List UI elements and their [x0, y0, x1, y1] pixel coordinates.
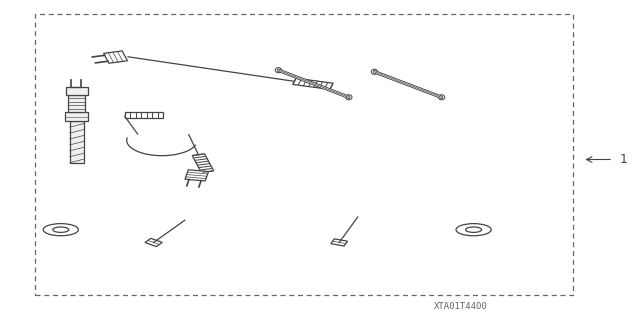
- Text: XTA01T4400: XTA01T4400: [434, 302, 488, 311]
- Text: 1: 1: [620, 153, 627, 166]
- Bar: [70, 121, 84, 163]
- Ellipse shape: [466, 227, 482, 232]
- Ellipse shape: [438, 95, 445, 100]
- Ellipse shape: [43, 224, 79, 236]
- Ellipse shape: [275, 68, 282, 73]
- Ellipse shape: [346, 95, 352, 100]
- Bar: [68, 95, 85, 112]
- Polygon shape: [104, 51, 127, 63]
- Polygon shape: [185, 170, 209, 181]
- Ellipse shape: [371, 69, 378, 74]
- Polygon shape: [331, 239, 348, 246]
- Bar: [66, 87, 88, 95]
- FancyBboxPatch shape: [65, 112, 88, 121]
- Polygon shape: [145, 238, 163, 247]
- Ellipse shape: [456, 224, 492, 236]
- Bar: [35, 14, 573, 295]
- Ellipse shape: [52, 227, 69, 232]
